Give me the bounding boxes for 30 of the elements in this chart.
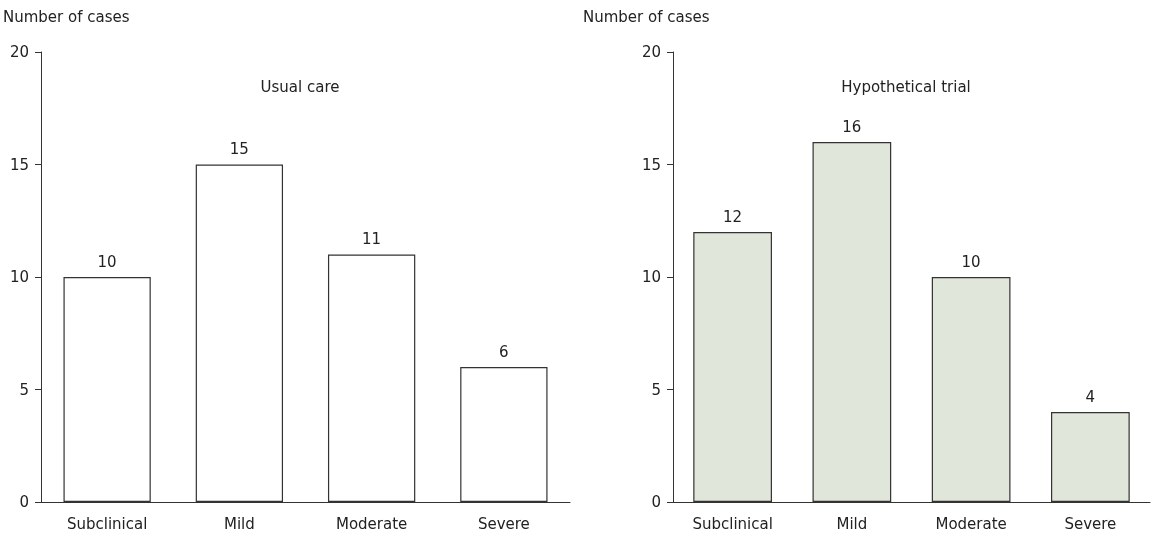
y-tick-label: 15 (9, 155, 29, 174)
text: Usual care (260, 77, 340, 96)
x-tick-label: Moderate (335, 514, 408, 533)
data-label: 11 (362, 230, 382, 248)
x-tick-label: Subclinical (692, 514, 773, 533)
y-tick-label: 10 (641, 268, 661, 286)
y-tick-label: 20 (9, 43, 29, 61)
data-label: 12 (723, 207, 743, 226)
x-tick-label: Severe (477, 514, 530, 533)
text: Hypothetical trial (841, 77, 971, 96)
y-tick-label: 20 (641, 43, 661, 61)
x-tick-label: Mild (836, 514, 868, 533)
y-axis-title: Number of cases (583, 7, 710, 26)
x-tick-label: Moderate (935, 514, 1007, 533)
y-tick-label: 0 (651, 493, 661, 511)
y-tick-label: 5 (651, 380, 661, 399)
x-tick-label: Subclinical (66, 514, 148, 533)
y-tick-label: 5 (19, 380, 29, 399)
y-tick-label: 0 (19, 493, 29, 511)
data-label: 10 (961, 252, 981, 271)
y-tick-label: 10 (9, 268, 29, 286)
x-tick-label: Severe (1064, 514, 1117, 533)
y-tick-label: 15 (641, 155, 661, 174)
y-axis-title: Number of cases (3, 7, 130, 26)
x-tick-label: Mild (223, 514, 255, 533)
data-label: 6 (499, 342, 509, 361)
data-label: 4 (1085, 387, 1096, 406)
data-label: 16 (842, 117, 862, 136)
data-label: 10 (97, 252, 117, 271)
data-label: 15 (229, 140, 249, 158)
